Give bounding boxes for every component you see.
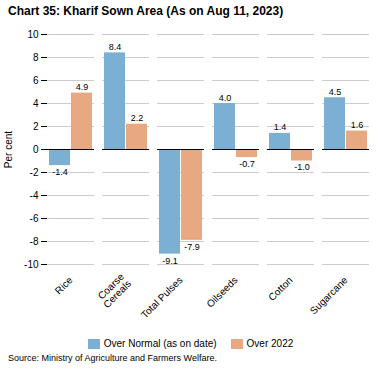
- svg-text:-6: -6: [30, 213, 39, 224]
- svg-text:Sugarcane: Sugarcane: [308, 274, 350, 316]
- svg-text:1.4: 1.4: [274, 122, 287, 132]
- svg-text:2.2: 2.2: [131, 113, 144, 123]
- svg-text:0: 0: [33, 144, 39, 155]
- svg-text:8: 8: [33, 52, 39, 63]
- svg-text:-0.7: -0.7: [239, 159, 255, 169]
- svg-text:4: 4: [33, 98, 39, 109]
- svg-text:-2: -2: [30, 167, 39, 178]
- svg-text:4.0: 4.0: [219, 93, 232, 103]
- svg-text:-10: -10: [24, 259, 39, 270]
- html-text:Over Normal (as on date): Over Normal (as on date): [103, 338, 217, 349]
- svg-text:2: 2: [33, 121, 39, 132]
- svg-text:Rice: Rice: [53, 274, 75, 296]
- svg-text:6: 6: [33, 75, 39, 86]
- html-text:Chart 35: Kharif Sown Area (As: Chart 35: Kharif Sown Area (As on Aug 11…: [8, 4, 284, 18]
- svg-text:4.5: 4.5: [329, 87, 342, 97]
- svg-text:8.4: 8.4: [109, 42, 122, 52]
- html-text:Source: Ministry of Agricultur: Source: Ministry of Agriculture and Farm…: [8, 353, 217, 363]
- svg-text:10: 10: [27, 29, 39, 40]
- svg-text:-1.4: -1.4: [52, 167, 68, 177]
- svg-text:-8: -8: [30, 236, 39, 247]
- svg-text:-9.1: -9.1: [162, 256, 178, 266]
- svg-text:-1.0: -1.0: [294, 162, 310, 172]
- svg-text:1.6: 1.6: [351, 120, 364, 130]
- svg-text:Oilseeds: Oilseeds: [204, 274, 239, 309]
- html-text:Over 2022: Over 2022: [246, 338, 294, 349]
- svg-text:Cotton: Cotton: [266, 274, 295, 303]
- svg-text:-7.9: -7.9: [184, 242, 200, 252]
- svg-text:Per cent: Per cent: [3, 131, 14, 168]
- svg-text:-4: -4: [30, 190, 39, 201]
- svg-text:4.9: 4.9: [76, 82, 89, 92]
- svg-text:Total Pulses: Total Pulses: [139, 274, 185, 320]
- svg-text:CoarseCereals: CoarseCereals: [94, 271, 134, 311]
